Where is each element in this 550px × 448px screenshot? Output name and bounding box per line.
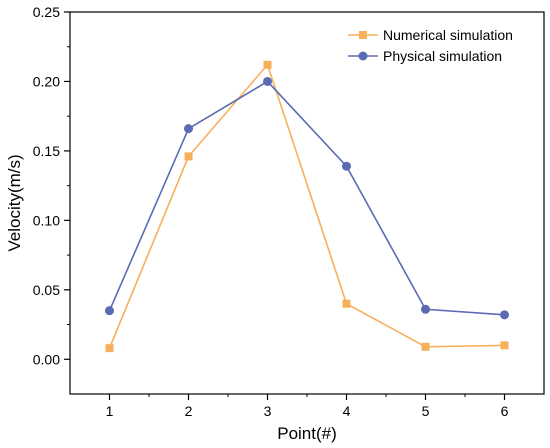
legend-marker bbox=[358, 51, 368, 61]
x-axis-ticks: 1 2 3 4 5 6 bbox=[106, 394, 509, 419]
data-point bbox=[184, 152, 193, 161]
x-tick-label: 4 bbox=[343, 403, 351, 419]
x-tick-label: 2 bbox=[185, 403, 193, 419]
legend-marker bbox=[359, 31, 367, 39]
x-tick-label: 6 bbox=[501, 403, 509, 419]
y-tick-label: 0.20 bbox=[33, 73, 60, 89]
series-2 bbox=[105, 76, 509, 320]
data-point bbox=[105, 306, 114, 316]
data-point bbox=[105, 344, 114, 353]
y-tick-label: 0.10 bbox=[33, 212, 60, 228]
x-tick-label: 1 bbox=[106, 403, 114, 419]
legend-label: Physical simulation bbox=[383, 48, 502, 64]
x-axis-label: Point(#) bbox=[277, 424, 337, 443]
x-tick-label: 3 bbox=[264, 403, 272, 419]
series-1 bbox=[105, 60, 509, 353]
y-tick-label: 0.00 bbox=[33, 351, 60, 367]
data-point bbox=[500, 341, 509, 350]
y-axis-ticks: 0.00 0.05 0.10 0.15 0.20 0.25 bbox=[33, 4, 70, 367]
legend-item-1: Numerical simulation bbox=[348, 27, 513, 43]
data-point bbox=[342, 161, 351, 171]
legend-item-2: Physical simulation bbox=[348, 48, 502, 64]
y-tick-label: 0.05 bbox=[33, 282, 60, 298]
data-point bbox=[342, 299, 351, 308]
series-line bbox=[108, 63, 505, 349]
plot-frame bbox=[69, 11, 545, 395]
data-point bbox=[500, 310, 509, 320]
x-tick-label: 5 bbox=[422, 403, 430, 419]
data-point bbox=[263, 60, 272, 69]
series-layer bbox=[105, 60, 509, 353]
y-tick-label: 0.15 bbox=[33, 143, 60, 159]
data-point bbox=[421, 342, 430, 351]
y-axis-label: Velocity(m/s) bbox=[5, 154, 24, 251]
data-point bbox=[184, 124, 193, 134]
legend-label: Numerical simulation bbox=[383, 27, 513, 43]
legend: Numerical simulation Physical simulation bbox=[348, 27, 513, 64]
data-point bbox=[421, 304, 430, 314]
series-line bbox=[108, 80, 505, 316]
data-point bbox=[263, 76, 272, 86]
y-tick-label: 0.25 bbox=[33, 4, 60, 20]
